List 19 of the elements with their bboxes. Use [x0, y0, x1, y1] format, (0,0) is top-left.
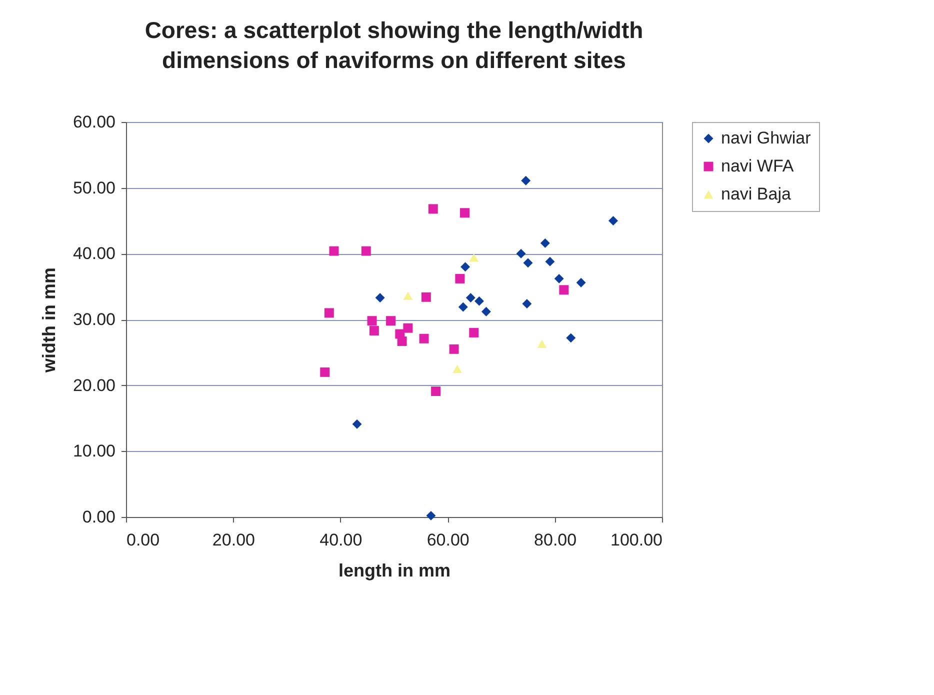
x-tick-label: 40.00 — [320, 530, 362, 550]
x-tick-label: 100.00 — [610, 530, 662, 550]
y-tick-label: 10.00 — [72, 442, 116, 461]
x-tick-label: 80.00 — [534, 530, 577, 550]
x-tick-label: 60.00 — [426, 530, 470, 550]
y-tick-label: 40.00 — [72, 244, 116, 264]
legend-label: navi Baja — [721, 184, 792, 204]
y-tick-label: 30.00 — [72, 310, 116, 329]
y-tick-label: 0.00 — [82, 508, 116, 526]
y-tick-label: 20.00 — [72, 376, 116, 395]
x-tick-label: 20.00 — [212, 530, 255, 550]
y-axis-title: width in mm — [38, 268, 59, 374]
y-tick-label: 50.00 — [72, 178, 116, 198]
legend-label: navi WFA — [721, 156, 794, 176]
chart-title: Cores: a scatterplot showing the length/width dimensions of naviforms on different sites — [144, 17, 644, 73]
y-tick-label: 60.00 — [72, 112, 116, 132]
x-tick-label: 0.00 — [126, 530, 160, 550]
legend-label: navi Ghwiar — [721, 128, 812, 148]
x-axis-title: length in mm — [338, 560, 450, 580]
